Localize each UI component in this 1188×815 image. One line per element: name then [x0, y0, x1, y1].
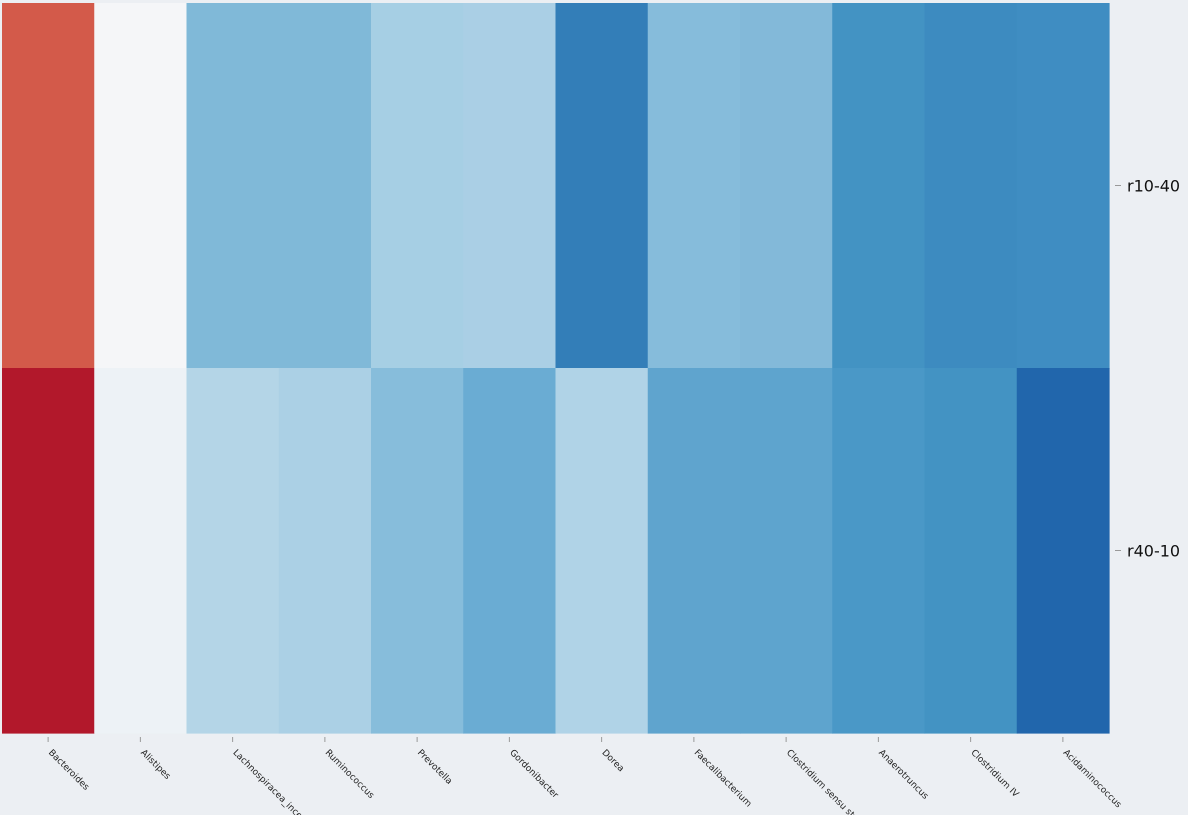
heatmap-cell: [463, 368, 557, 734]
heatmap-cell: [740, 368, 833, 734]
heatmap-cell: [463, 3, 557, 369]
x-tick-label: Acidaminococcus: [1061, 748, 1123, 810]
heatmap-cell: [278, 3, 372, 369]
heatmap-cell: [186, 3, 280, 369]
x-tick-label: Clostridium IV: [969, 748, 1021, 800]
heatmap-cell: [2, 3, 95, 369]
heatmap-cell: [94, 3, 188, 369]
heatmap-cell: [924, 368, 1018, 734]
x-tick-label: Prevotella: [415, 748, 454, 787]
x-tick-label: Anaerotruncus: [876, 748, 930, 802]
heatmap-cell: [555, 368, 649, 734]
heatmap-cell: [647, 368, 741, 734]
heatmap-cell: [924, 3, 1018, 369]
heatmap-cell: [2, 368, 95, 734]
x-tick-label: Clostridium sensu str: [784, 748, 859, 815]
x-tick-label: Bacteroides: [46, 748, 91, 793]
heatmap-cell: [740, 3, 833, 369]
x-tick-label: Gordonibacter: [507, 748, 560, 801]
x-tick-label: Ruminococcus: [323, 748, 376, 801]
heatmap-cell: [555, 3, 649, 369]
heatmap-cell: [278, 368, 372, 734]
x-tick-label: Alistipes: [138, 748, 172, 782]
heatmap-cell: [371, 368, 464, 734]
x-tick-label: Faecalibacterium: [692, 748, 753, 809]
heatmap-cell: [832, 368, 926, 734]
heatmap-cell: [647, 3, 741, 369]
x-tick-label: Lachnospiracea_incer: [231, 748, 307, 815]
heatmap-cell: [186, 368, 280, 734]
heatmap-cell: [832, 3, 926, 369]
heatmap-cell: [1016, 368, 1110, 734]
x-tick-label: Dorea: [600, 748, 626, 774]
heatmap-cell: [1016, 3, 1110, 369]
heatmap-cell: [94, 368, 188, 734]
y-tick-label: r40-10: [1127, 542, 1180, 561]
heatmap-cell: [371, 3, 464, 369]
y-tick-label: r10-40: [1127, 177, 1180, 196]
